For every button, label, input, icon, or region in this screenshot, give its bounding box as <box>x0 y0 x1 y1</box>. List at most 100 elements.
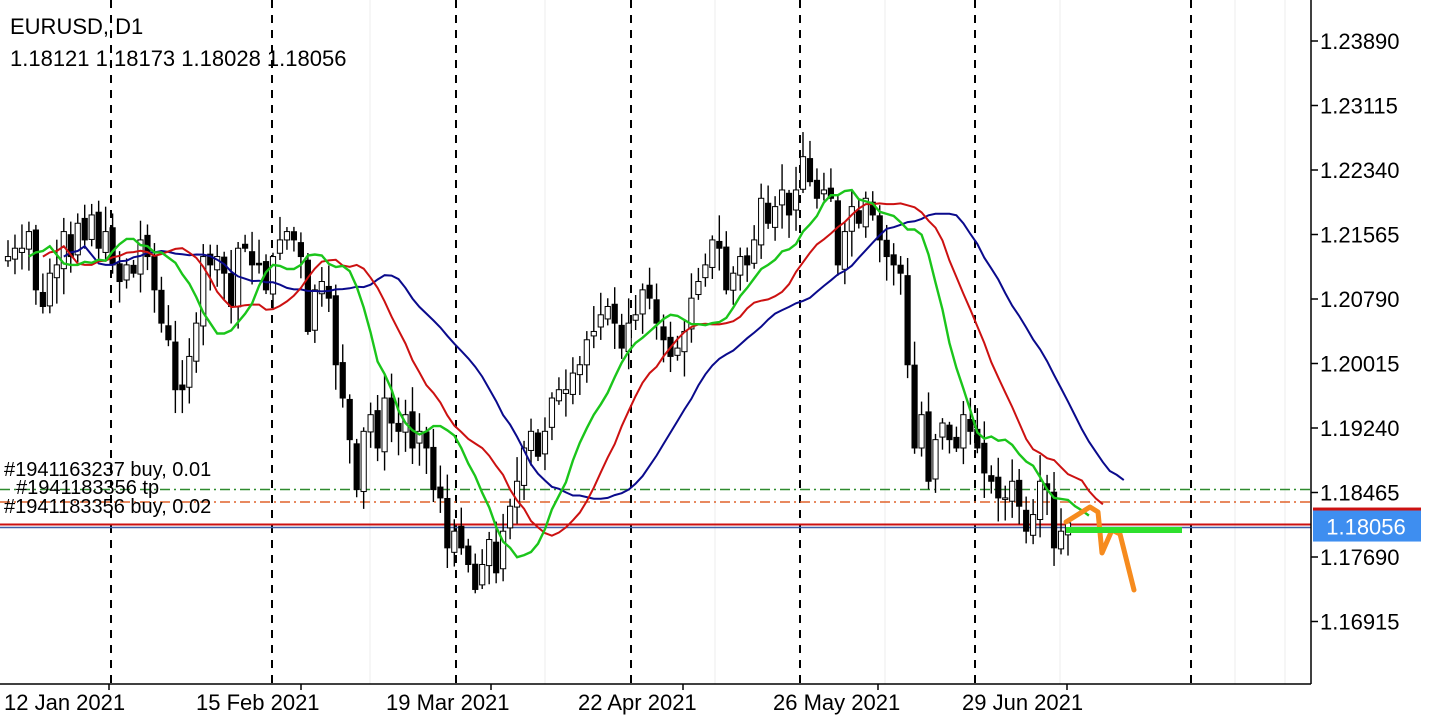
candle-body <box>102 231 109 253</box>
candle-body <box>1002 497 1009 500</box>
candle-body <box>353 443 360 491</box>
candle-body <box>74 222 81 256</box>
candle-body <box>242 243 249 249</box>
candle-body <box>1037 480 1044 521</box>
candle-body <box>437 486 444 499</box>
candle-body <box>25 231 33 250</box>
candle-body <box>88 214 95 240</box>
candle-body <box>597 314 604 328</box>
candle-body <box>751 239 758 264</box>
time-tick-label: 22 Apr 2021 <box>578 690 697 715</box>
candle-body <box>862 197 869 228</box>
time-tick-label: 26 May 2021 <box>773 690 900 715</box>
candle-body <box>248 251 256 266</box>
candle-body <box>541 430 549 455</box>
candle-body <box>158 289 165 324</box>
candle-body <box>472 563 479 590</box>
candle-body <box>562 389 569 394</box>
candle-body <box>381 397 388 453</box>
candle-body <box>395 422 402 432</box>
candle-body <box>39 291 46 307</box>
candle-body <box>500 530 507 570</box>
candle-body <box>1030 514 1037 536</box>
time-tick-label: 19 Mar 2021 <box>386 690 510 715</box>
candle-body <box>834 200 841 266</box>
candle-body <box>702 264 709 279</box>
trade-label-tp[interactable]: #1941183356 tp <box>16 477 159 499</box>
candle-body <box>332 295 339 366</box>
candle-body <box>730 272 737 291</box>
candle-body <box>988 475 995 482</box>
ohlc-readout: 1.18121 1.18173 1.18028 1.18056 <box>10 46 347 71</box>
candle-body <box>758 197 765 246</box>
candle-body <box>193 322 200 362</box>
candle-body <box>179 384 186 391</box>
candle-body <box>186 355 193 388</box>
time-tick-label: 29 Jun 2021 <box>962 690 1083 715</box>
drawings[interactable] <box>1063 504 1182 593</box>
candle-body <box>346 398 353 441</box>
candle-body <box>507 505 514 529</box>
current-price-marker: 1.18056 <box>1313 507 1421 542</box>
candle-body <box>981 442 988 474</box>
trade-label-buy-1[interactable]: #1941163237 buy, 0.01 <box>4 459 211 481</box>
candle-body <box>1009 480 1016 502</box>
candle-body <box>214 256 221 271</box>
candle-body <box>785 192 793 216</box>
candle-body <box>946 424 953 441</box>
price-tick-label: 1.18465 <box>1320 481 1400 506</box>
symbol-title: EURUSD, D1 <box>10 14 144 39</box>
candle-body <box>269 256 277 295</box>
current-price-badge-edge <box>1313 507 1421 511</box>
candle-body <box>4 256 12 262</box>
candle-body <box>960 414 967 449</box>
price-tick-label: 1.21565 <box>1320 223 1400 248</box>
candle-body <box>534 432 542 457</box>
candle-body <box>430 446 437 491</box>
time-tick-label: 15 Feb 2021 <box>196 690 320 715</box>
candles <box>4 132 1072 594</box>
candle-body <box>311 289 318 331</box>
candle-body <box>778 189 786 206</box>
candle-body <box>618 324 625 349</box>
candle-body <box>604 305 611 320</box>
candle-body <box>660 326 667 341</box>
price-tick-label: 1.22340 <box>1320 158 1400 183</box>
candle-body <box>451 530 458 553</box>
time-axis-labels: 12 Jan 2021 15 Feb 2021 19 Mar 2021 22 Apr … <box>4 684 1083 715</box>
price-tick-label: 1.19240 <box>1320 416 1400 441</box>
price-axis-labels: 1.23890 1.23115 1.22340 1.21565 1.20790 1.200… <box>1311 29 1400 635</box>
candle-body <box>11 247 19 260</box>
trade-label-buy-2[interactable]: #1941183356 buy, 0.02 <box>4 496 211 518</box>
candle-body <box>569 372 576 395</box>
candle-body <box>653 299 660 324</box>
freehand-drawing[interactable] <box>1063 504 1137 593</box>
price-tick-label: 1.23115 <box>1320 94 1398 119</box>
candle-body <box>339 362 346 399</box>
candle-body <box>876 215 883 241</box>
candle-body <box>555 389 563 402</box>
candle-body <box>416 430 423 444</box>
candle-body <box>479 563 486 586</box>
candle-body <box>897 264 904 274</box>
candle-body <box>939 422 946 438</box>
candle-body <box>228 273 235 307</box>
candle-body <box>1016 479 1023 507</box>
candle-body <box>374 410 381 449</box>
candle-body <box>904 275 911 366</box>
candle-body <box>967 419 974 432</box>
date-separators <box>110 0 1192 684</box>
candle-body <box>716 240 723 249</box>
candle-body <box>465 545 472 565</box>
candle-body <box>297 242 304 258</box>
candle-body <box>520 447 528 486</box>
current-price-badge <box>1313 510 1421 542</box>
candle-body <box>737 256 744 276</box>
price-tick-label: 1.16915 <box>1320 610 1400 635</box>
candle-body <box>165 325 172 341</box>
candle-body <box>46 272 53 307</box>
candle-body <box>67 234 74 258</box>
candle-body <box>1050 491 1058 549</box>
candle-body <box>911 364 918 449</box>
